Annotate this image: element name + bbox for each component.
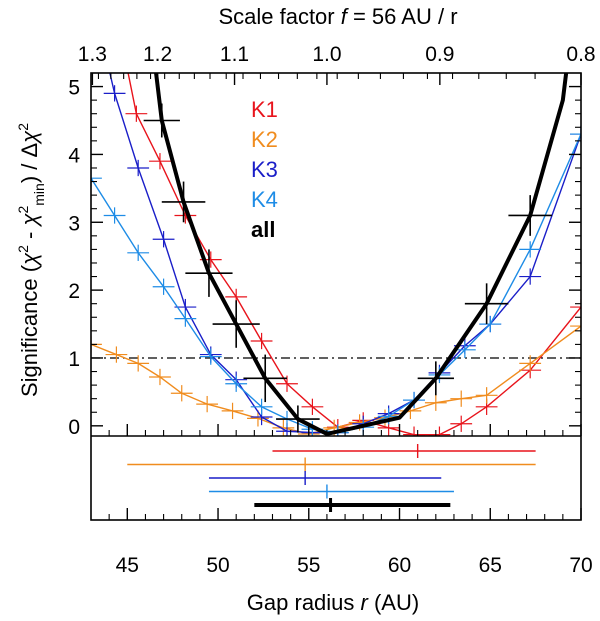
x-tick-label: 45 <box>116 554 139 577</box>
legend-entry-k1: K1 <box>251 97 278 122</box>
y-tick-label: 5 <box>68 77 80 100</box>
svg-text:Significance (χ2 - χ2min) / Δχ: Significance (χ2 - χ2min) / Δχ2 <box>15 123 47 397</box>
series-line-all <box>154 73 569 436</box>
y-tick-label: 4 <box>68 144 80 167</box>
legend: K1 K2 K3 K4 all <box>251 97 278 242</box>
top-tick-label: 1.0 <box>312 43 341 66</box>
range-panel <box>127 444 536 512</box>
top-axis-title: Scale factor f = 56 AU / r <box>218 4 457 29</box>
legend-entry-k2: K2 <box>251 127 278 152</box>
series-line-k4 <box>91 133 581 434</box>
range-row-k2 <box>127 457 536 472</box>
plot-frame <box>90 72 582 521</box>
series-k4 <box>91 125 581 436</box>
top-tick-label: 1.3 <box>78 43 107 66</box>
top-tick-label: 1.2 <box>143 43 172 66</box>
legend-entry-k4: K4 <box>251 187 278 212</box>
x-tick-label: 60 <box>388 554 411 577</box>
y-tick-label: 1 <box>68 348 80 371</box>
range-row-all <box>254 498 451 512</box>
range-row-k4 <box>208 484 454 499</box>
x-tick-label: 70 <box>569 554 592 577</box>
series-line-k2 <box>91 325 581 435</box>
top-tick-label: 0.8 <box>566 43 595 66</box>
x-tick-label: 65 <box>479 554 502 577</box>
range-row-k3 <box>208 471 442 485</box>
legend-entry-all: all <box>251 217 275 242</box>
x-tick-label: 50 <box>206 554 229 577</box>
top-tick-label: 0.9 <box>425 43 454 66</box>
series-k2 <box>91 317 581 436</box>
series-all <box>143 73 569 436</box>
y-tick-label: 3 <box>68 212 80 235</box>
y-axis-title: Significance (χ2 - χ2min) / Δχ2 <box>15 123 47 397</box>
data-series <box>91 73 581 436</box>
axes <box>90 72 582 521</box>
x-axis-title: Gap radius r (AU) <box>247 590 419 615</box>
legend-entry-k3: K3 <box>251 157 278 182</box>
range-row-k1 <box>272 444 536 458</box>
y-tick-label: 2 <box>68 280 80 303</box>
series-line-k1 <box>127 73 581 436</box>
y-tick-label: 0 <box>68 416 80 439</box>
top-tick-label: 1.1 <box>220 43 249 66</box>
x-tick-label: 55 <box>297 554 320 577</box>
